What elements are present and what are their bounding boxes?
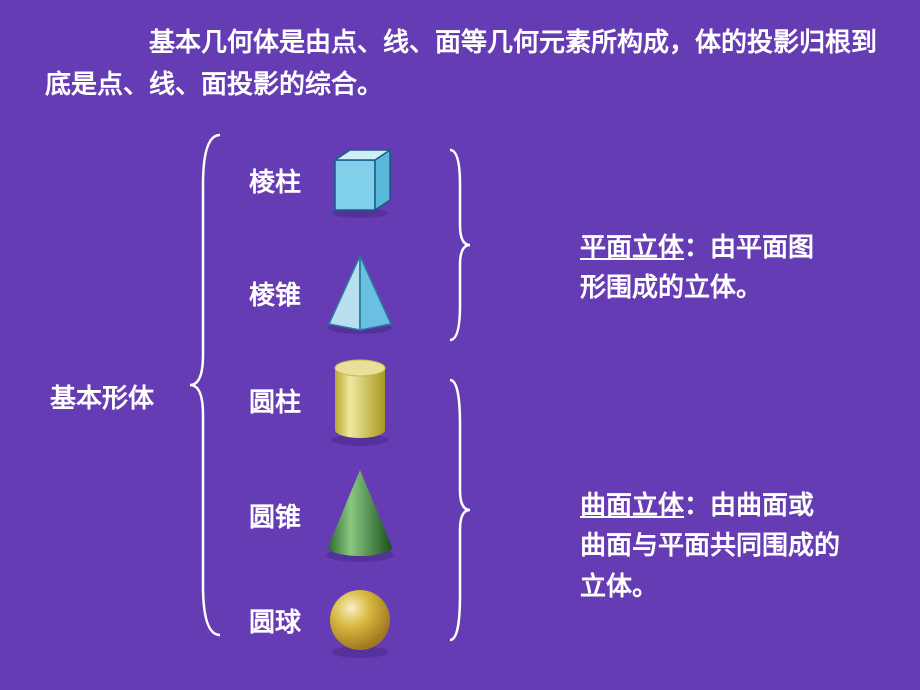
- definition-planar: 平面立体：由平面图形围成的立体。: [580, 228, 840, 309]
- pyramid-icon: [315, 248, 405, 338]
- definition-curved: 曲面立体：由曲面或曲面与平面共同围成的立体。: [580, 486, 840, 607]
- shape-row-cylinder: 圆柱: [235, 355, 405, 445]
- main-category-label: 基本形体: [50, 378, 154, 415]
- prism-icon: [315, 135, 405, 225]
- brace-small-2-icon: [445, 375, 475, 645]
- shape-label: 棱柱: [235, 162, 315, 199]
- shape-label: 圆柱: [235, 382, 315, 419]
- def1-term: 平面立体: [580, 233, 684, 262]
- brace-large-icon: [185, 130, 225, 640]
- sphere-icon: [315, 575, 405, 665]
- shape-row-prism: 棱柱: [235, 135, 405, 225]
- cone-icon: [315, 470, 405, 560]
- shape-label: 棱锥: [235, 275, 315, 312]
- brace-small-1-icon: [445, 145, 475, 345]
- shape-label: 圆球: [235, 602, 315, 639]
- shape-row-cone: 圆锥: [235, 470, 405, 560]
- def2-term: 曲面立体: [580, 491, 684, 520]
- shape-row-pyramid: 棱锥: [235, 248, 405, 338]
- cylinder-icon: [315, 355, 405, 445]
- shape-row-sphere: 圆球: [235, 575, 405, 665]
- shape-label: 圆锥: [235, 497, 315, 534]
- intro-text: 基本几何体是由点、线、面等几何元素所构成，体的投影归根到底是点、线、面投影的综合…: [45, 22, 880, 105]
